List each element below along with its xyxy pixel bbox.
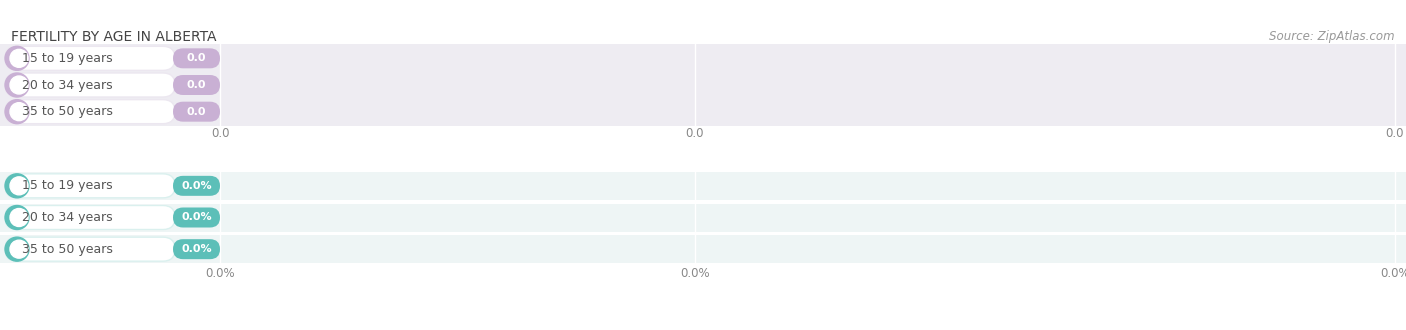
FancyBboxPatch shape [6,206,174,229]
Text: 20 to 34 years: 20 to 34 years [22,79,112,91]
FancyBboxPatch shape [173,102,219,122]
FancyBboxPatch shape [6,174,174,198]
Text: 0.0: 0.0 [187,107,207,117]
FancyBboxPatch shape [173,239,219,259]
Text: 0.0%: 0.0% [181,181,212,191]
Text: 20 to 34 years: 20 to 34 years [22,211,112,224]
Text: 0.0%: 0.0% [181,244,212,254]
Circle shape [6,174,30,198]
Circle shape [10,76,28,94]
FancyBboxPatch shape [173,176,219,196]
Text: 0.0: 0.0 [211,127,229,140]
FancyBboxPatch shape [6,46,174,70]
Circle shape [6,46,30,70]
FancyBboxPatch shape [6,73,174,97]
Circle shape [10,209,28,226]
Circle shape [10,177,28,195]
Text: 0.0%: 0.0% [1381,267,1406,280]
Circle shape [6,73,30,97]
FancyBboxPatch shape [6,100,174,124]
Circle shape [10,49,28,67]
Circle shape [6,237,30,261]
Text: 0.0%: 0.0% [681,267,710,280]
Text: 35 to 50 years: 35 to 50 years [22,105,112,118]
Text: 0.0: 0.0 [686,127,704,140]
FancyBboxPatch shape [173,75,219,95]
Circle shape [6,206,30,229]
Text: 0.0%: 0.0% [181,213,212,222]
Text: 35 to 50 years: 35 to 50 years [22,243,112,256]
Circle shape [10,240,28,258]
Circle shape [10,103,28,121]
FancyBboxPatch shape [173,208,219,227]
Text: FERTILITY BY AGE IN ALBERTA: FERTILITY BY AGE IN ALBERTA [11,30,217,44]
Text: 0.0: 0.0 [187,53,207,63]
Text: 0.0: 0.0 [1386,127,1405,140]
Text: 0.0%: 0.0% [205,267,235,280]
Circle shape [6,100,30,124]
Text: 15 to 19 years: 15 to 19 years [22,52,112,65]
FancyBboxPatch shape [6,237,174,261]
Text: 15 to 19 years: 15 to 19 years [22,179,112,192]
FancyBboxPatch shape [173,48,219,68]
Text: Source: ZipAtlas.com: Source: ZipAtlas.com [1270,30,1395,43]
Text: 0.0: 0.0 [187,80,207,90]
